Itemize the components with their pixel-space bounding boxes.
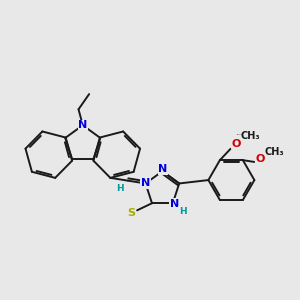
Text: H: H (116, 184, 124, 193)
Text: N: N (141, 178, 150, 188)
Text: N: N (158, 164, 168, 175)
Text: N: N (170, 199, 179, 209)
Text: O: O (232, 139, 241, 149)
Text: H: H (179, 206, 187, 215)
Text: CH₃: CH₃ (264, 147, 284, 157)
Text: methoxy: methoxy (237, 134, 243, 135)
Text: O: O (256, 154, 265, 164)
Text: CH₃: CH₃ (240, 131, 260, 142)
Text: S: S (127, 208, 135, 218)
Text: N: N (78, 120, 87, 130)
